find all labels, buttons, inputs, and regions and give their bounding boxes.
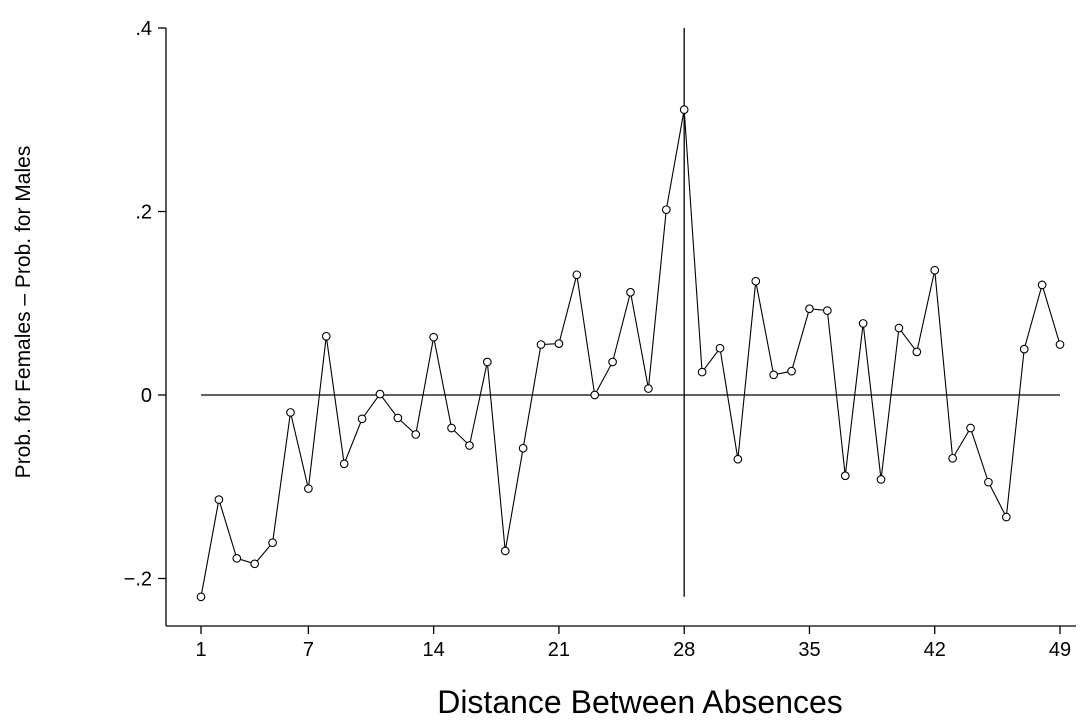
data-point — [644, 384, 653, 393]
data-point — [715, 343, 725, 353]
data-point — [447, 423, 456, 433]
data-point — [357, 414, 367, 424]
data-point — [751, 276, 761, 286]
data-point — [536, 340, 546, 349]
data-point — [769, 370, 779, 380]
data-point — [250, 559, 260, 569]
y-tick-label: .4 — [135, 18, 152, 40]
data-point — [1019, 344, 1029, 354]
data-point — [679, 105, 689, 115]
data-point — [375, 389, 385, 399]
data-point — [518, 443, 528, 453]
x-tick-label: 35 — [798, 639, 820, 661]
data-point — [805, 304, 814, 314]
x-tick-label: 14 — [423, 639, 445, 661]
data-point — [1001, 512, 1011, 522]
data-point — [554, 339, 564, 348]
data-point — [787, 366, 796, 376]
data-point — [876, 475, 886, 484]
y-tick-label: 0 — [141, 385, 152, 407]
data-point — [966, 423, 975, 433]
x-tick-label: 1 — [195, 639, 206, 661]
data-point — [482, 357, 492, 367]
data-point — [572, 270, 582, 280]
data-point — [948, 453, 957, 463]
data-point — [840, 471, 850, 481]
x-tick-label: 7 — [303, 639, 314, 661]
data-point — [930, 265, 940, 275]
data-point — [894, 323, 904, 333]
data-point — [590, 390, 600, 400]
series-line — [200, 109, 1061, 597]
data-point — [500, 546, 510, 556]
axes: −.2 0 .2 .4 1 7 14 21 28 35 42 49 — [124, 18, 1076, 661]
data-point — [268, 538, 277, 548]
data-point — [196, 592, 206, 602]
x-axis-title: Distance Between Absences — [437, 684, 843, 720]
data-point — [214, 495, 224, 504]
x-tick-label: 49 — [1049, 639, 1071, 661]
data-point — [339, 459, 349, 469]
data-point — [286, 408, 295, 417]
data-point — [661, 205, 671, 215]
reference-lines — [201, 28, 1060, 597]
data-point — [823, 306, 832, 315]
y-tick-label: .2 — [135, 202, 152, 224]
x-tick-label: 28 — [673, 639, 695, 661]
x-tick-label: 42 — [924, 639, 946, 661]
series — [196, 105, 1065, 602]
data-point — [1037, 280, 1047, 290]
y-tick-label: −.2 — [124, 569, 152, 591]
y-axis-title: Prob. for Females – Prob. for Males — [12, 146, 35, 479]
data-point — [984, 477, 993, 487]
data-point — [858, 319, 868, 328]
data-point — [626, 287, 635, 297]
x-tick-label: 21 — [548, 639, 570, 661]
data-point — [321, 331, 331, 341]
data-point — [912, 347, 922, 357]
data-point — [1055, 340, 1065, 349]
data-point — [232, 553, 242, 563]
data-point — [465, 441, 474, 450]
data-point — [411, 430, 421, 439]
data-point — [429, 332, 438, 342]
data-point — [733, 454, 743, 464]
data-point — [608, 357, 617, 367]
data-point — [393, 413, 403, 423]
data-point — [697, 367, 707, 377]
data-point — [304, 484, 313, 493]
